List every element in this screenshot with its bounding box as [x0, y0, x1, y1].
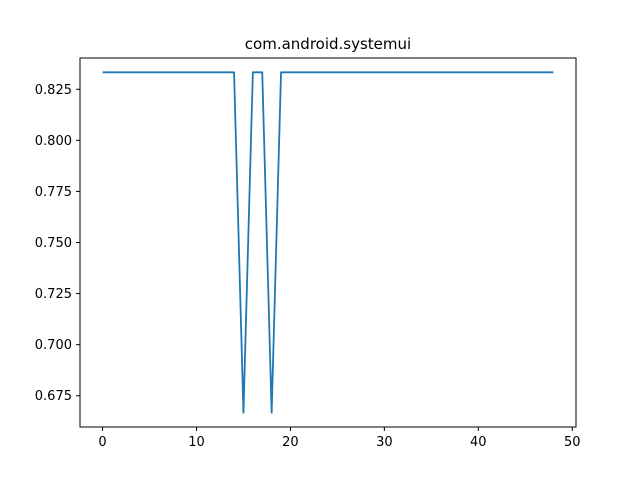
y-tick-label: 0.700 — [35, 338, 72, 353]
axes: 0 10 20 30 40 50 0.675 0.700 0.725 0.750 0.775 0.80… — [35, 57, 581, 450]
y-tick-label: 0.800 — [35, 134, 72, 149]
y-tick-label: 0.750 — [35, 236, 72, 251]
y-tick-label: 0.825 — [35, 83, 72, 98]
x-tick-label: 40 — [470, 435, 487, 450]
chart-title: com.android.systemui — [245, 35, 411, 53]
x-tick-label: 0 — [98, 435, 106, 450]
x-tick-label: 10 — [188, 435, 205, 450]
y-tick-label: 0.725 — [35, 287, 72, 302]
y-tick-label: 0.775 — [35, 185, 72, 200]
axes-frame — [79, 57, 577, 428]
series-line-0 — [102, 71, 554, 414]
x-tick-label: 30 — [376, 435, 393, 450]
y-tick-label: 0.675 — [35, 389, 72, 404]
x-tick-label: 50 — [564, 435, 581, 450]
x-tick-label: 20 — [282, 435, 299, 450]
plot-area — [102, 71, 554, 414]
